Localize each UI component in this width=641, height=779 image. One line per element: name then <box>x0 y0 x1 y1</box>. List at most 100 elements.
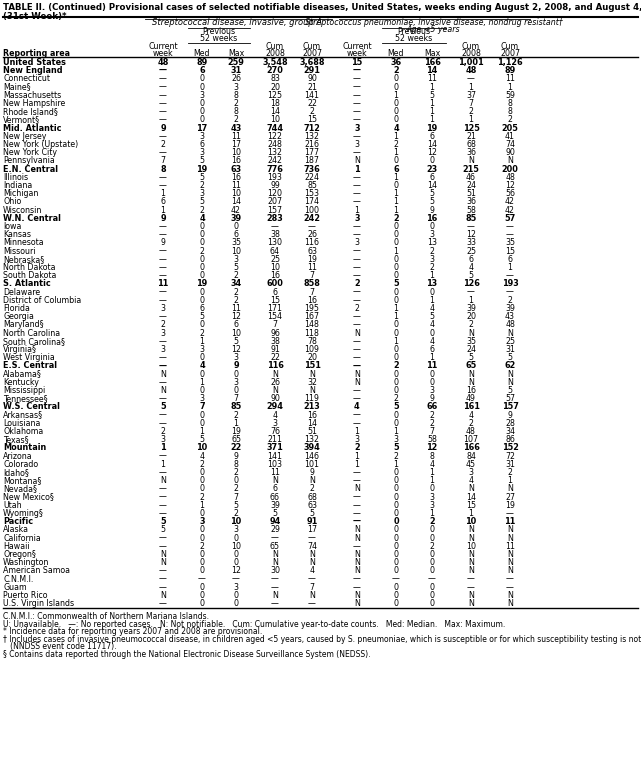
Text: 11: 11 <box>158 280 169 288</box>
Text: 14: 14 <box>426 66 438 76</box>
Text: 7: 7 <box>429 427 435 436</box>
Text: 2: 2 <box>394 394 399 404</box>
Text: —: — <box>159 361 167 370</box>
Text: 9: 9 <box>160 238 165 248</box>
Text: 5: 5 <box>508 386 513 395</box>
Text: 35: 35 <box>466 337 476 346</box>
Text: —: — <box>506 271 514 280</box>
Text: 5: 5 <box>199 197 204 206</box>
Text: 0: 0 <box>394 271 399 280</box>
Text: —: — <box>353 99 361 108</box>
Text: —: — <box>271 599 279 608</box>
Text: 0: 0 <box>394 468 399 477</box>
Text: 0: 0 <box>394 378 399 387</box>
Text: 94: 94 <box>269 517 281 526</box>
Text: —: — <box>353 173 361 182</box>
Text: 8: 8 <box>508 108 512 116</box>
Text: 2: 2 <box>394 140 399 149</box>
Text: 68: 68 <box>307 492 317 502</box>
Text: 3: 3 <box>429 492 435 502</box>
Text: 712: 712 <box>304 124 320 132</box>
Text: 0: 0 <box>199 525 204 534</box>
Text: 12: 12 <box>427 148 437 157</box>
Text: 65: 65 <box>465 361 477 370</box>
Text: New Jersey: New Jersey <box>3 132 46 141</box>
Text: Med: Med <box>194 49 210 58</box>
Text: 0: 0 <box>394 255 399 264</box>
Text: 2007: 2007 <box>500 49 520 58</box>
Text: 8: 8 <box>233 108 238 116</box>
Text: 1: 1 <box>394 173 399 182</box>
Text: 8: 8 <box>233 460 238 469</box>
Text: —: — <box>353 468 361 477</box>
Text: U: Unavailable.   —: No reported cases.   N: Not notifiable.   Cum: Cumulative y: U: Unavailable. —: No reported cases. N:… <box>3 620 505 629</box>
Text: 4: 4 <box>199 361 205 370</box>
Text: 294: 294 <box>267 403 283 411</box>
Text: 6: 6 <box>160 197 165 206</box>
Text: 3: 3 <box>160 304 165 313</box>
Text: 2: 2 <box>354 304 360 313</box>
Text: —: — <box>159 411 167 420</box>
Text: 48: 48 <box>465 66 477 76</box>
Text: 29: 29 <box>270 525 280 534</box>
Text: 130: 130 <box>267 238 283 248</box>
Text: 2: 2 <box>310 108 315 116</box>
Text: 58: 58 <box>466 206 476 214</box>
Text: Iowa: Iowa <box>3 222 21 231</box>
Text: 0: 0 <box>199 386 204 395</box>
Text: —: — <box>159 337 167 346</box>
Text: Minnesota: Minnesota <box>3 238 44 248</box>
Text: 2: 2 <box>233 287 238 297</box>
Text: —: — <box>308 599 316 608</box>
Text: 0: 0 <box>233 386 238 395</box>
Text: 19: 19 <box>231 427 241 436</box>
Text: —: — <box>159 173 167 182</box>
Text: 0: 0 <box>199 559 204 567</box>
Text: 90: 90 <box>307 75 317 83</box>
Text: 22: 22 <box>307 99 317 108</box>
Text: 6: 6 <box>199 66 205 76</box>
Text: C.N.M.I.: Commonwealth of Northern Mariana Islands.: C.N.M.I.: Commonwealth of Northern Maria… <box>3 612 209 622</box>
Text: 68: 68 <box>466 140 476 149</box>
Text: N: N <box>309 591 315 600</box>
Text: N: N <box>354 378 360 387</box>
Text: 48: 48 <box>157 58 169 67</box>
Text: 0: 0 <box>429 559 435 567</box>
Text: 0: 0 <box>233 534 238 543</box>
Text: —: — <box>159 271 167 280</box>
Text: —: — <box>159 534 167 543</box>
Text: 5: 5 <box>429 312 435 321</box>
Text: 1: 1 <box>469 83 474 92</box>
Text: 14: 14 <box>466 492 476 502</box>
Text: 1: 1 <box>429 99 435 108</box>
Text: 3: 3 <box>199 345 204 354</box>
Text: 1: 1 <box>354 460 360 469</box>
Text: —: — <box>506 583 514 592</box>
Text: 2008: 2008 <box>461 49 481 58</box>
Text: 1: 1 <box>429 83 435 92</box>
Text: —: — <box>159 132 167 141</box>
Text: 5: 5 <box>429 197 435 206</box>
Text: 1: 1 <box>508 83 513 92</box>
Text: 10: 10 <box>466 542 476 551</box>
Text: 3: 3 <box>199 189 204 198</box>
Text: 0: 0 <box>429 287 435 297</box>
Text: —: — <box>353 91 361 100</box>
Text: 0: 0 <box>199 99 204 108</box>
Text: 0: 0 <box>199 231 204 239</box>
Text: Mountain: Mountain <box>3 443 46 453</box>
Text: 11: 11 <box>505 75 515 83</box>
Text: 6: 6 <box>429 132 435 141</box>
Text: 216: 216 <box>304 140 319 149</box>
Text: week: week <box>153 49 173 58</box>
Text: 5: 5 <box>199 173 204 182</box>
Text: —: — <box>159 91 167 100</box>
Text: 0: 0 <box>199 509 204 518</box>
Text: 2: 2 <box>233 509 238 518</box>
Text: 248: 248 <box>267 140 283 149</box>
Text: —: — <box>159 575 167 583</box>
Text: 2007: 2007 <box>302 49 322 58</box>
Text: 394: 394 <box>304 443 320 453</box>
Text: 0: 0 <box>394 485 399 493</box>
Text: N: N <box>309 369 315 379</box>
